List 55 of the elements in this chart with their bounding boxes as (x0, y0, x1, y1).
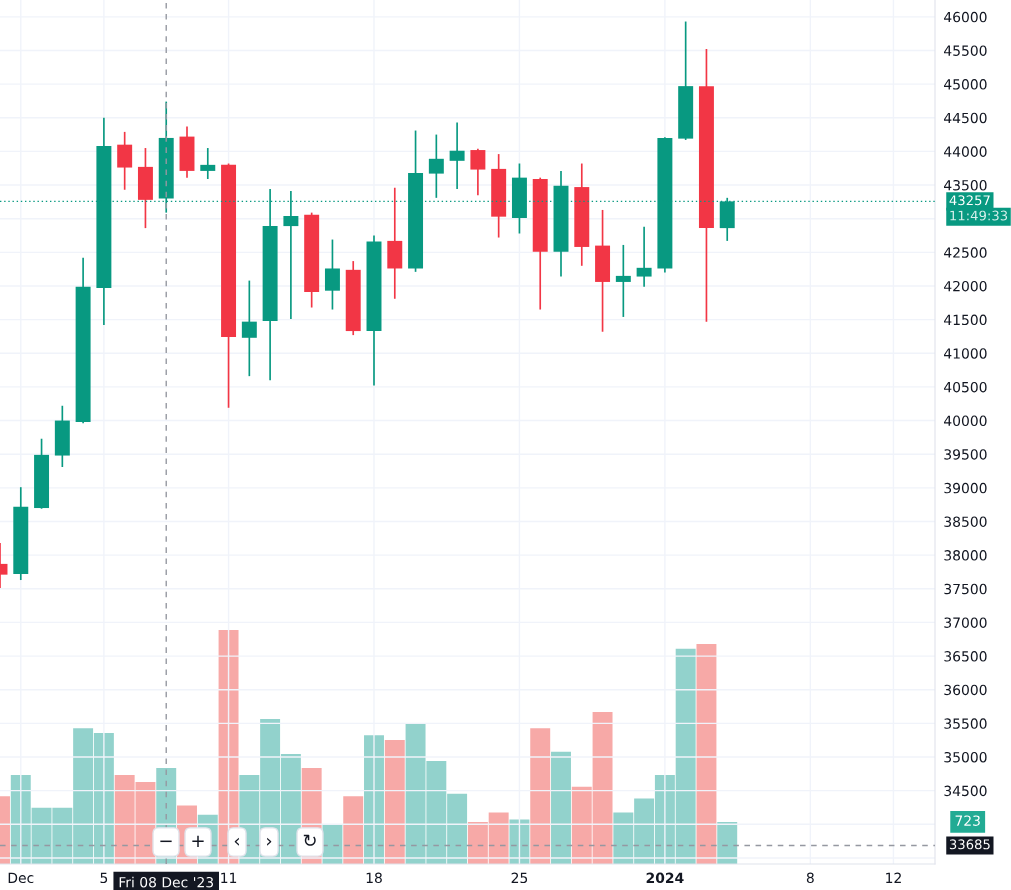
y-tick-label: 42000 (944, 280, 987, 292)
annotation: + (192, 835, 204, 847)
y-tick-label: 38500 (944, 516, 987, 527)
y-tick-label: 43500 (944, 180, 987, 191)
y-tick-label: 40000 (944, 415, 987, 427)
candlestick (636, 225, 652, 288)
bar (696, 644, 717, 864)
y-tick-label: 44000 (944, 146, 987, 157)
bar (384, 739, 405, 864)
x-tick-label: 5 (100, 872, 108, 884)
y-tick-label: 35000 (944, 751, 987, 763)
y-tick-label: 41000 (944, 348, 987, 359)
y-tick-label: 39000 (944, 482, 987, 494)
y-tick-label: 36000 (944, 684, 987, 696)
y-tick-label: 45000 (944, 79, 987, 90)
x-tick-label: 2024 (646, 872, 684, 884)
y-tick-label: 38000 (944, 550, 987, 561)
x-tick-label: 8 (806, 872, 814, 884)
y-tick-label: 37500 (944, 583, 987, 595)
y-tick-label: 46000 (944, 11, 987, 23)
y-tick-label: 36500 (944, 651, 987, 662)
annotation: › (267, 837, 272, 846)
y-tick-label: 35500 (944, 718, 987, 729)
bar (530, 728, 551, 864)
x-tick-label: 25 (511, 872, 528, 884)
y-tick-label: 42500 (944, 247, 987, 258)
text: 11:49:33 (950, 210, 1008, 221)
annotation: ‹ (234, 837, 239, 846)
candlestick (615, 244, 631, 318)
ref-line-label: 33685 (949, 839, 990, 850)
text: 723 (955, 815, 980, 826)
x-tick-label: 11 (221, 872, 237, 883)
y-tick-label: 40500 (944, 381, 987, 393)
candlestick (324, 238, 340, 311)
y-tick-label: 45500 (944, 45, 987, 56)
x-tick-label: 12 (886, 872, 901, 883)
y-tick-label: 37000 (944, 617, 987, 628)
annotation: ↻ (303, 834, 316, 846)
y-tick-label: 39500 (944, 449, 987, 460)
y-tick-label: 44500 (944, 112, 987, 124)
annotation: − (160, 840, 172, 843)
candlestick (200, 147, 216, 180)
candlestick (470, 147, 486, 196)
ref-line-label: Fri 08 Dec '23 (119, 876, 214, 888)
x-tick-label: Dec (8, 872, 34, 884)
y-tick-label: 41500 (944, 314, 987, 326)
candlestick (241, 279, 257, 377)
candlestick (428, 133, 444, 199)
y-tick-label: 34500 (944, 785, 987, 797)
bar (551, 751, 571, 864)
ref-line-label: 43257 (949, 195, 990, 206)
candlestick (117, 131, 133, 191)
x-tick-label: 18 (366, 872, 382, 884)
candlestick (449, 121, 465, 190)
bar (343, 796, 364, 864)
